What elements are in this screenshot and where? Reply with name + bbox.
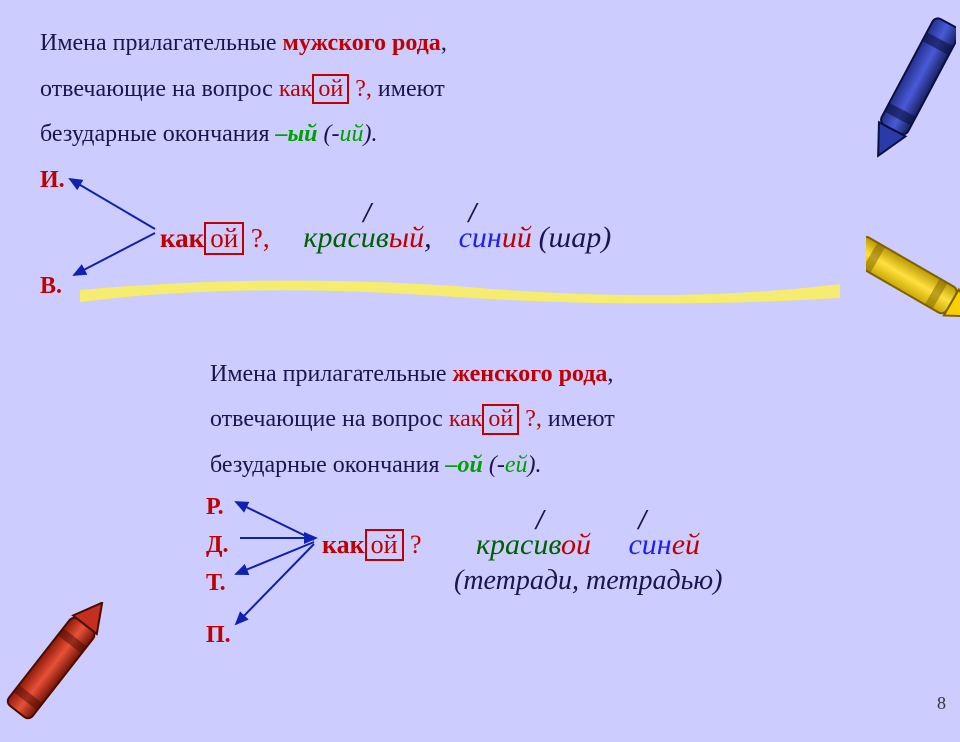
- s2-example-noun: (тетради, тетрадью): [454, 558, 722, 604]
- s2-line1: Имена прилагательные женского рода,: [210, 355, 920, 395]
- s1-line2: отвечающие на вопрос какой ?, имеют: [40, 70, 920, 110]
- crayon-red-bottom-left: [0, 602, 118, 742]
- s2-example-q: как ой ?: [322, 524, 422, 567]
- s2-line2: отвечающие на вопрос какой ?, имеют: [210, 400, 920, 440]
- s2-line3: безударные окончания –ой (-ей).: [210, 446, 920, 486]
- page-number: 8: [937, 693, 946, 714]
- s1-example: как ой ?, / красивый, / синий (шар): [160, 213, 611, 263]
- s1-line3: безударные окончания –ый (-ий).: [40, 115, 920, 155]
- crayon-blue-top-right: [866, 4, 956, 184]
- s1-line1: Имена прилагательные мужского рода,: [40, 24, 920, 64]
- arrows-s2: [206, 488, 376, 658]
